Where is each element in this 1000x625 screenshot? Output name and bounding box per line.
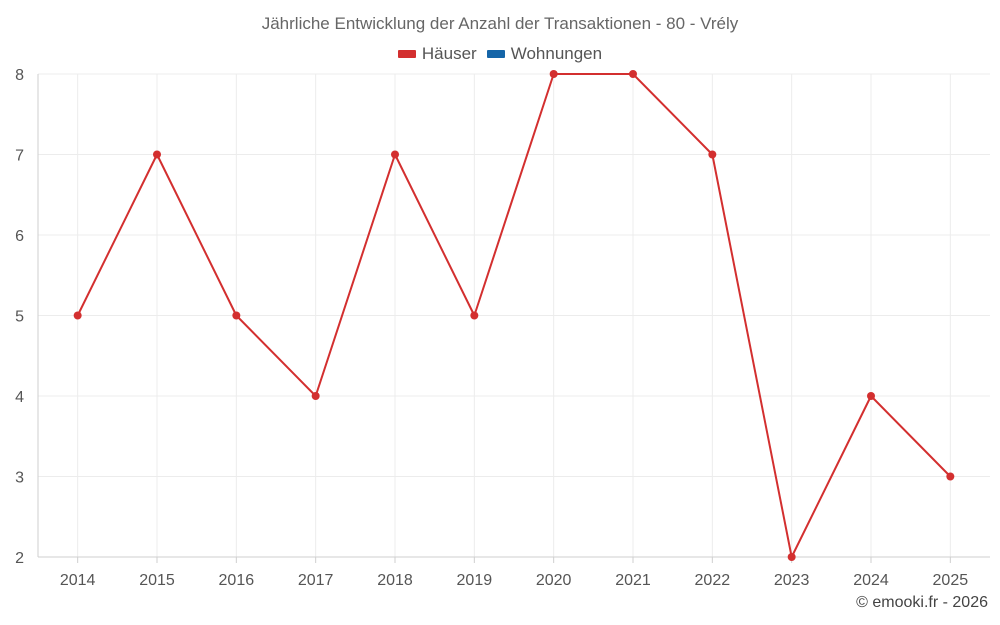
x-tick-label: 2014 (60, 572, 96, 589)
data-point (867, 392, 875, 400)
legend-item-wohnungen[interactable]: Wohnungen (486, 44, 603, 64)
x-tick-label: 2025 (933, 572, 969, 589)
data-point (708, 150, 717, 159)
data-point (153, 150, 161, 159)
x-tick-label: 2019 (457, 572, 493, 589)
legend-item-haeuser[interactable]: Häuser (397, 44, 477, 64)
data-point (629, 70, 637, 78)
data-point (549, 70, 558, 78)
y-tick-label: 8 (15, 67, 24, 84)
x-tick-label: 2017 (298, 572, 334, 589)
x-tick-label: 2020 (536, 572, 572, 589)
legend-swatch-wohnungen (486, 50, 505, 58)
copyright-text: © emooki.fr - 2026 (856, 594, 988, 611)
x-tick-label: 2023 (774, 572, 810, 589)
legend-label-wohnungen: Wohnungen (510, 44, 603, 63)
x-tick-label: 2022 (695, 572, 731, 589)
y-tick-label: 4 (15, 389, 24, 406)
y-tick-label: 5 (15, 309, 24, 326)
data-point (391, 150, 399, 159)
x-tick-label: 2018 (377, 572, 413, 589)
data-point (946, 472, 955, 481)
data-point (73, 311, 82, 320)
y-tick-label: 3 (15, 470, 24, 487)
data-point (787, 553, 796, 561)
y-tick-label: 2 (15, 550, 24, 567)
chart-title: Jährliche Entwicklung der Anzahl der Tra… (261, 14, 739, 33)
x-tick-label: 2021 (615, 572, 651, 589)
legend-label-haeuser: Häuser (421, 44, 477, 63)
data-point (232, 311, 241, 320)
y-tick-label: 7 (15, 148, 24, 165)
legend-swatch-haeuser (397, 50, 416, 58)
x-tick-label: 2024 (853, 572, 889, 589)
y-tick-label: 6 (15, 228, 24, 245)
data-point (470, 311, 479, 320)
x-tick-label: 2016 (219, 572, 255, 589)
series-line-haeuser (76, 73, 952, 558)
x-tick-label: 2015 (139, 572, 175, 589)
data-point (311, 392, 320, 400)
chart-legend: Häuser Wohnungen (0, 44, 1000, 64)
